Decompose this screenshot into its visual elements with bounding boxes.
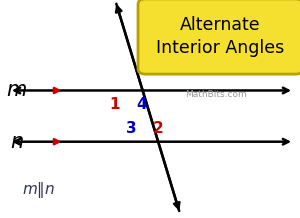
Text: 1: 1 — [110, 97, 120, 112]
Text: Alternate
Interior Angles: Alternate Interior Angles — [156, 16, 285, 57]
Text: $m \| n$: $m \| n$ — [22, 180, 56, 200]
Text: 4: 4 — [136, 97, 147, 112]
Text: MathBits.com: MathBits.com — [185, 90, 247, 99]
Text: $n$: $n$ — [10, 132, 23, 152]
Text: 2: 2 — [153, 121, 164, 136]
Text: 3: 3 — [126, 121, 136, 136]
Text: $m$: $m$ — [6, 80, 27, 100]
FancyBboxPatch shape — [138, 0, 300, 74]
